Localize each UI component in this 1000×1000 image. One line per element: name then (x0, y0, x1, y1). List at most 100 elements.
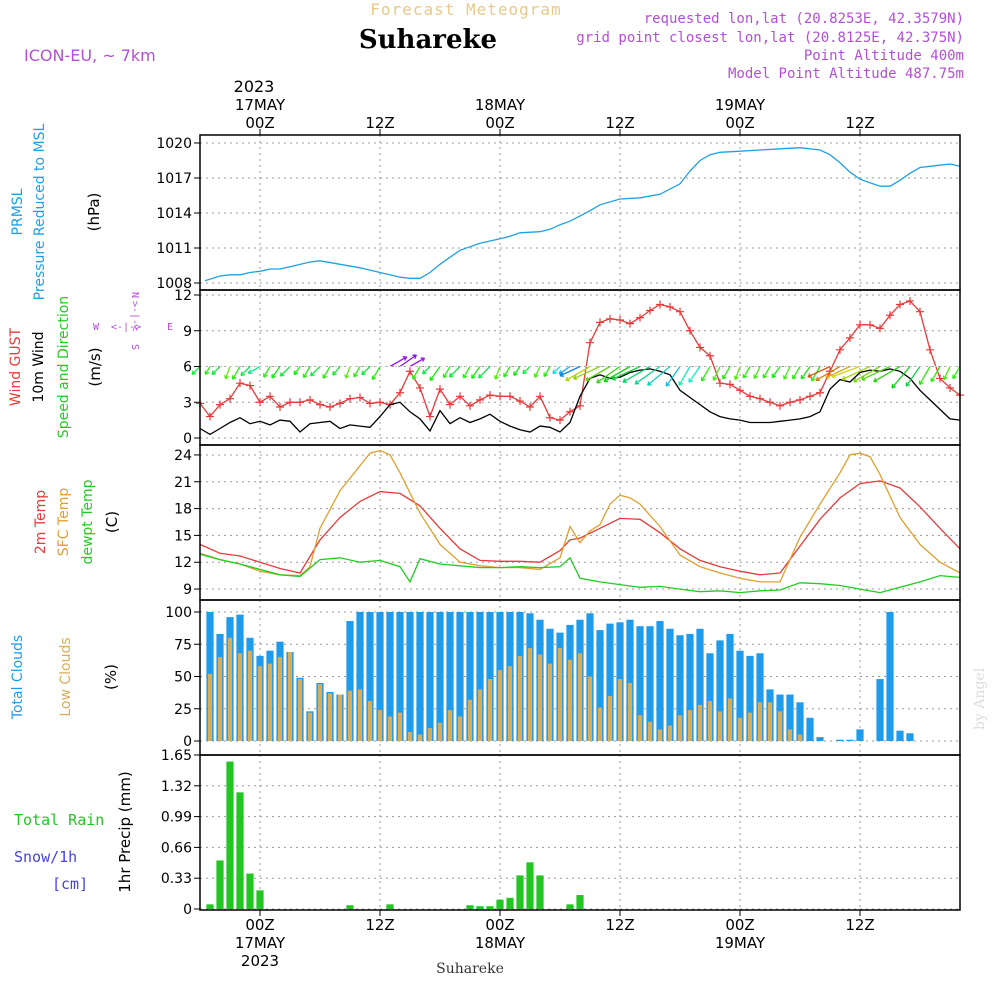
bar-total_clouds (406, 612, 414, 741)
gust-marker (266, 392, 274, 401)
panel-temperature: 9 12 15 18 21 24 2m Temp SFC Temp dewpt Temp (C) (33, 444, 961, 601)
panel-frame (199, 289, 961, 446)
series-dewpt (199, 553, 961, 594)
bar-total_clouds (356, 612, 364, 741)
gust-marker (616, 316, 624, 325)
compass-north: N (129, 292, 140, 298)
bar-low_clouds (547, 663, 553, 741)
wind-arrow (565, 365, 591, 382)
panel-label: SFC Temp (56, 488, 72, 557)
bar-total_clouds (906, 733, 914, 741)
bar-rain (216, 860, 224, 909)
wind-arrow (493, 366, 501, 380)
bar-low_clouds (657, 729, 663, 741)
panel-wind: 0 3 6 9 12 Wind GUST 10m Wind Speed and Directi… (8, 288, 964, 447)
time-label-bottom: 19MAY (715, 934, 766, 952)
model-name: ICON-EU, ~ 7km (24, 46, 156, 65)
time-label-bottom: 2023 (241, 952, 279, 970)
panel-label: 10m Wind (31, 331, 47, 402)
bar-low_clouds (717, 711, 723, 741)
bar-rain (246, 873, 254, 909)
panel-label: Speed and Direction (56, 296, 72, 438)
panel-unit: (%) (102, 664, 120, 690)
panel-label: [cm] (52, 875, 88, 893)
wind-arrow (585, 365, 611, 382)
panel-precip: 0 0.33 0.66 0.99 1.32 1.65 Total Rain Snow/1h [c… (14, 748, 961, 918)
bar-low_clouds (257, 666, 263, 741)
y-tick-label: 1011 (156, 241, 192, 257)
bar-low_clouds (397, 712, 403, 741)
bar-total_clouds (636, 626, 644, 741)
compass-legend: W <-|-> E N >-|-< S (93, 292, 173, 350)
wind-arrow (224, 366, 231, 380)
gust-marker (496, 392, 504, 401)
y-tick-label: 1020 (156, 136, 192, 152)
gust-marker (926, 345, 934, 354)
gust-marker (866, 320, 874, 329)
bar-total_clouds (876, 679, 884, 741)
bar-low_clouds (357, 689, 363, 741)
grid-point-coords: grid point closest lon,lat (20.8125E, 42… (576, 30, 964, 46)
gust-marker (376, 398, 384, 407)
wind-arrow (558, 365, 571, 375)
bar-low_clouds (597, 707, 603, 741)
bar-total_clouds (396, 612, 404, 741)
gust-marker (766, 398, 774, 407)
wind-arrow (841, 365, 871, 381)
bar-low_clouds (497, 670, 503, 741)
gust-marker (306, 395, 314, 404)
bar-total_clouds (606, 623, 614, 741)
bar-low_clouds (577, 653, 583, 741)
bar-low_clouds (567, 659, 573, 741)
series-pressure (204, 147, 961, 282)
bar-low_clouds (317, 684, 323, 741)
panel-label: PRMSL (10, 188, 26, 235)
gust-marker (636, 313, 644, 322)
bar-low_clouds (467, 699, 473, 741)
time-label-bottom: 17MAY (235, 934, 286, 952)
wind-arrow (293, 366, 301, 376)
gust-marker (736, 386, 744, 395)
bar-total_clouds (436, 612, 444, 741)
bar-total_clouds (846, 739, 854, 741)
gust-marker (556, 416, 564, 425)
wind-arrow (733, 366, 741, 381)
wind-arrow (742, 366, 751, 379)
bar-low_clouds (407, 731, 413, 741)
gust-marker (916, 307, 924, 316)
y-tick-label: 21 (174, 475, 192, 491)
y-tick-label: 0.99 (161, 810, 192, 826)
y-tick-label: 6 (183, 360, 192, 376)
gust-marker (776, 401, 784, 410)
wind-arrow (647, 366, 671, 386)
gust-marker (286, 398, 294, 407)
time-label-top: 00Z (725, 114, 754, 132)
bar-low_clouds (207, 673, 213, 741)
bar-total_clouds (376, 612, 384, 741)
wind-arrow (302, 366, 311, 379)
bar-low_clouds (707, 701, 713, 741)
y-tick-label: 12 (174, 555, 192, 571)
time-label-top: 18MAY (475, 96, 526, 114)
gust-marker (716, 379, 724, 388)
y-tick-label: 9 (183, 324, 192, 340)
wind-arrow (522, 366, 531, 375)
wind-arrow (942, 366, 951, 381)
wind-arrow (722, 366, 731, 380)
bar-total_clouds (786, 694, 794, 741)
y-tick-label: 0.33 (161, 871, 192, 887)
wind-arrow (688, 366, 701, 383)
bar-low_clouds (377, 710, 383, 741)
bar-low_clouds (537, 654, 543, 741)
bar-total_clouds (446, 612, 454, 741)
gust-marker (356, 393, 364, 402)
bar-rain (536, 875, 544, 909)
wind-arrow (700, 366, 711, 382)
wind-arrow (665, 366, 681, 387)
gust-marker (626, 319, 634, 328)
gust-marker (936, 374, 944, 383)
wind-arrow (753, 366, 761, 380)
bar-low_clouds (747, 712, 753, 741)
requested-coords: requested lon,lat (20.8253E, 42.3579N) (644, 11, 964, 27)
bar-total_clouds (696, 628, 704, 741)
